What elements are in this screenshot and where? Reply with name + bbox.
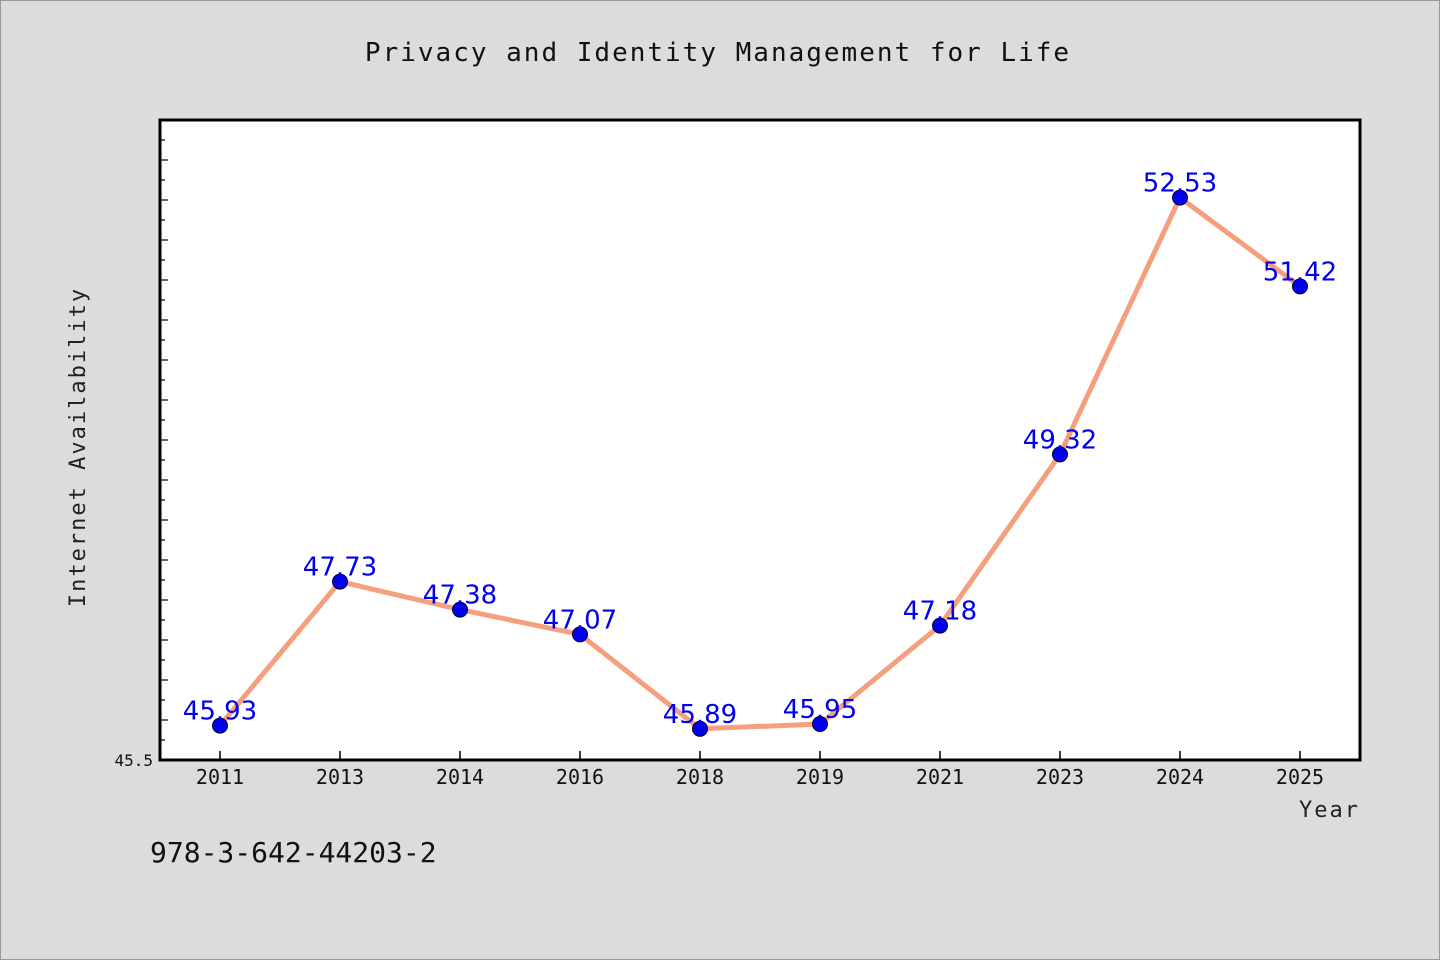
data-point <box>1052 446 1068 463</box>
x-tick-label: 2011 <box>196 765 244 789</box>
data-point <box>932 617 948 634</box>
x-tick-label: 2021 <box>916 765 964 789</box>
data-labels: 45.93 47.73 47.38 47.07 45.89 45.95 47.18 49.32… <box>183 169 1337 730</box>
plot-area <box>158 118 1362 762</box>
data-label: 47.73 <box>303 553 377 583</box>
x-tick-label: 2013 <box>316 765 364 789</box>
data-label: 47.18 <box>903 597 977 627</box>
y-axis-title: Internet Availability <box>66 287 91 607</box>
data-point <box>452 601 468 618</box>
data-point <box>332 573 348 590</box>
data-label: 49.32 <box>1023 425 1097 455</box>
x-tick-label: 2016 <box>556 765 604 789</box>
data-point <box>212 717 228 734</box>
x-tick-label: 2023 <box>1036 765 1084 789</box>
y-tick-label-min: 45.5 <box>114 751 153 770</box>
x-tick-label: 2025 <box>1276 765 1324 789</box>
data-label: 52.53 <box>1143 169 1217 199</box>
data-label: 45.89 <box>663 700 737 730</box>
x-axis-title: Year <box>1299 798 1360 823</box>
series-line <box>217 195 1303 732</box>
footnote-isbn: 978-3-642-44203-2 <box>150 836 437 869</box>
data-point <box>1172 189 1188 206</box>
chart-title: Privacy and Identity Management for Life <box>365 38 1071 68</box>
data-label: 45.93 <box>183 697 257 727</box>
x-tick-label: 2018 <box>676 765 724 789</box>
x-tick-label: 2024 <box>1156 765 1204 789</box>
data-point <box>572 626 588 643</box>
data-point <box>812 716 828 732</box>
data-label: 47.38 <box>423 581 497 611</box>
x-axis-ticks: 2011 2013 2014 2016 2018 2019 2021 2023 2024 2025 <box>196 751 1324 789</box>
x-tick-label: 2019 <box>796 765 844 789</box>
series-markers <box>212 189 1308 737</box>
y-axis-ticks <box>160 119 168 761</box>
data-point <box>1292 278 1308 295</box>
x-tick-label: 2014 <box>436 765 484 789</box>
data-point <box>692 720 708 737</box>
data-label: 51.42 <box>1263 257 1337 287</box>
data-label: 45.95 <box>783 695 857 725</box>
data-label: 47.07 <box>543 605 617 635</box>
